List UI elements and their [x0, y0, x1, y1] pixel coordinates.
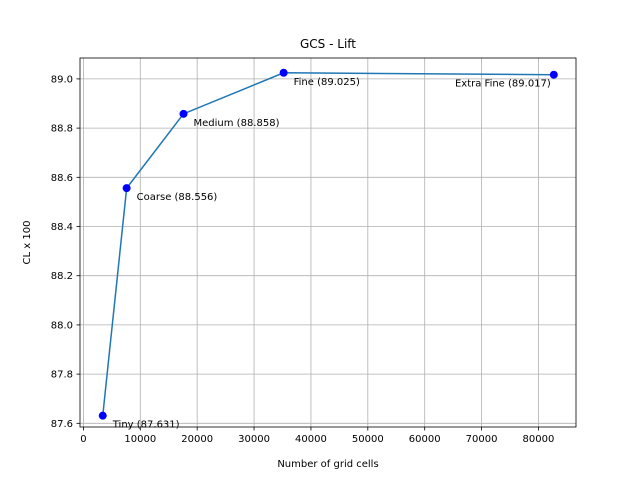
point-annotation: Extra Fine (89.017): [455, 79, 551, 90]
point-annotation: Fine (89.025): [294, 77, 360, 88]
series-layer: [98, 68, 558, 420]
data-point: [549, 70, 558, 79]
grid: [80, 58, 576, 427]
x-axis-label: Number of grid cells: [277, 459, 378, 470]
x-tick-label: 70000: [466, 434, 498, 445]
x-tick-label: 40000: [295, 434, 327, 445]
y-tick-label: 87.8: [51, 370, 73, 381]
x-tick-label: 60000: [409, 434, 441, 445]
x-tick-label: 50000: [352, 434, 384, 445]
point-annotation: Medium (88.858): [194, 118, 280, 129]
x-tick-label: 30000: [238, 434, 270, 445]
data-point: [98, 411, 107, 420]
data-point: [279, 68, 288, 77]
point-annotation: Coarse (88.556): [137, 192, 218, 203]
x-tick-label: 10000: [124, 434, 156, 445]
data-point: [122, 184, 131, 193]
y-tick-label: 88.0: [51, 320, 73, 331]
y-tick-label: 89.0: [51, 74, 73, 85]
plot-area: [80, 58, 576, 427]
data-point: [179, 109, 188, 118]
annotation-layer: Tiny (87.631) Coarse (88.556) Medium (88.8…: [112, 77, 551, 431]
y-tick-label: 88.2: [51, 271, 73, 282]
y-tick-label: 88.4: [51, 222, 73, 233]
y-tick-label: 88.8: [51, 124, 73, 135]
x-tick-label: 80000: [523, 434, 555, 445]
chart-title: GCS - Lift: [300, 37, 356, 51]
plot-frame: [79, 57, 577, 428]
axis-ticks: 0 10000 20000 30000 40000 50000 60000 70000 8000…: [51, 74, 555, 445]
y-tick-label: 87.6: [51, 419, 73, 430]
x-tick-label: 0: [80, 434, 86, 445]
x-tick-label: 20000: [181, 434, 213, 445]
point-annotation: Tiny (87.631): [112, 420, 180, 431]
y-axis-label: CL x 100: [22, 221, 33, 265]
y-tick-label: 88.6: [51, 173, 73, 184]
